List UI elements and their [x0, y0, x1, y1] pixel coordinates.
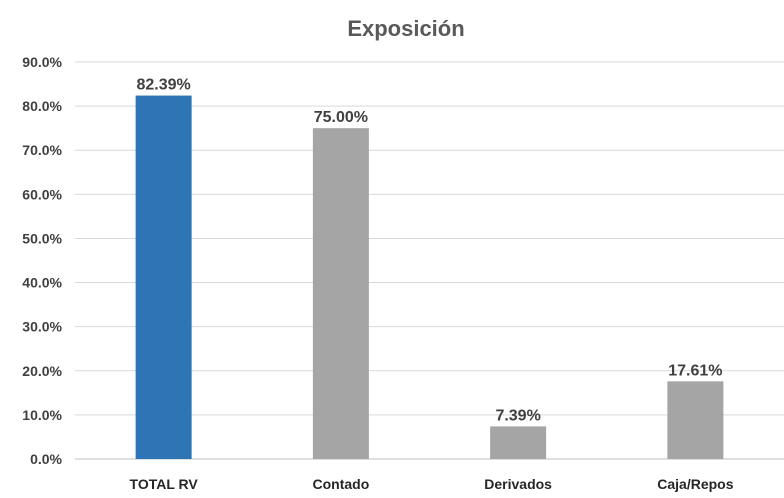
y-tick-label: 50.0%	[22, 230, 62, 246]
x-category-label: TOTAL RV	[130, 476, 199, 492]
y-tick-label: 10.0%	[22, 407, 62, 423]
y-tick-label: 40.0%	[22, 275, 62, 291]
x-category-label: Caja/Repos	[657, 476, 733, 492]
bar	[135, 95, 192, 460]
y-tick-label: 90.0%	[22, 54, 62, 70]
y-tick-label: 0.0%	[30, 451, 62, 467]
y-tick-label: 80.0%	[22, 98, 62, 114]
bar	[312, 128, 369, 459]
bars	[135, 95, 724, 460]
bar	[667, 381, 724, 459]
chart-title: Exposición	[347, 16, 464, 41]
y-tick-label: 30.0%	[22, 319, 62, 335]
y-tick-label: 60.0%	[22, 186, 62, 202]
gridlines	[75, 61, 784, 460]
y-axis-tick-labels: 0.0% 10.0% 20.0% 30.0% 40.0% 50.0% 60.0% 70.0% 8…	[22, 54, 62, 467]
x-category-label: Derivados	[484, 476, 552, 492]
bar	[490, 426, 547, 459]
data-label: 75.00%	[314, 109, 368, 126]
data-label: 17.61%	[668, 362, 722, 379]
data-label: 82.39%	[136, 77, 190, 94]
data-label: 7.39%	[495, 407, 540, 424]
y-tick-label: 20.0%	[22, 363, 62, 379]
x-category-label: Contado	[312, 476, 369, 492]
y-tick-label: 70.0%	[22, 142, 62, 158]
data-labels: 82.39% 75.00% 7.39% 17.61%	[136, 77, 722, 425]
x-axis-category-labels: TOTAL RV Contado Derivados Caja/Repos	[130, 476, 734, 492]
